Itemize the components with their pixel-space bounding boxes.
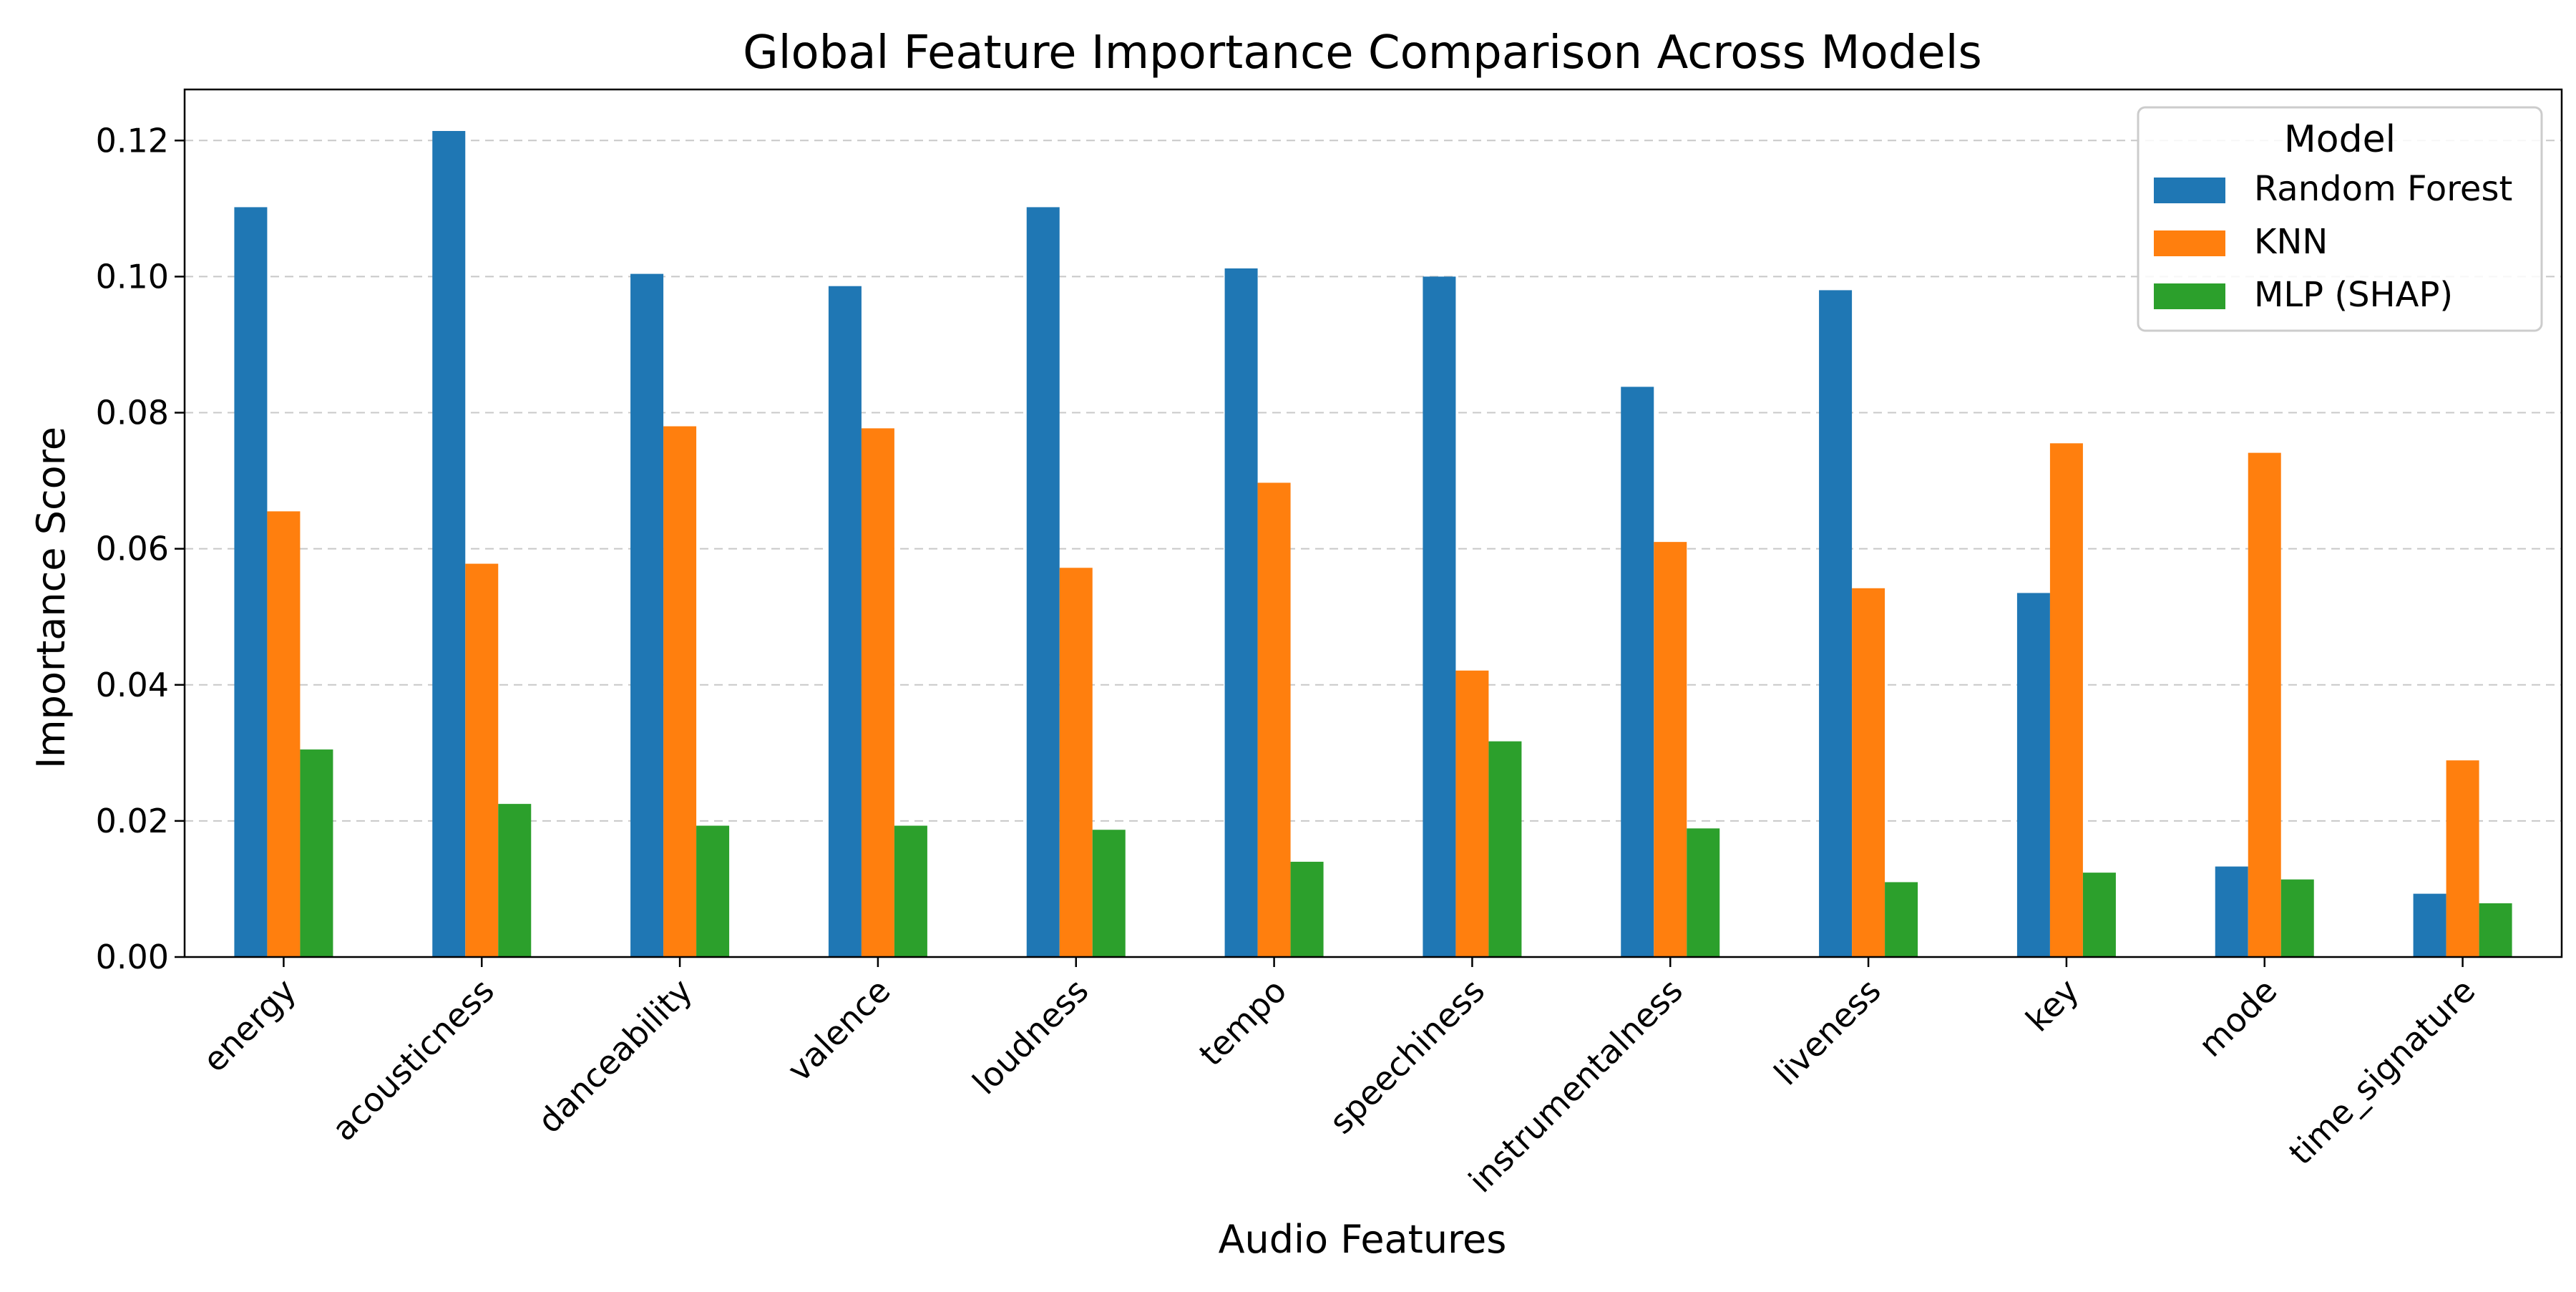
bar-knn-danceability xyxy=(663,426,697,957)
x-tick-label: loudness xyxy=(965,971,1096,1102)
bar-knn-liveness xyxy=(1852,588,1885,957)
x-tick-label: valence xyxy=(780,971,898,1089)
bar-mlp-shap-speechiness xyxy=(1488,741,1522,957)
bar-mlp-shap-time_signature xyxy=(2479,903,2512,957)
bar-random-forest-key xyxy=(2016,593,2050,957)
y-axis-label: Importance Score xyxy=(29,427,74,769)
bar-mlp-shap-liveness xyxy=(1885,882,1918,957)
bar-random-forest-loudness xyxy=(1026,207,1060,957)
legend-title: Model xyxy=(2284,118,2396,161)
bar-knn-energy xyxy=(267,511,301,957)
bar-mlp-shap-acousticness xyxy=(498,804,532,957)
chart-title: Global Feature Importance Comparison Acr… xyxy=(743,26,1982,79)
plot-frame xyxy=(183,88,2563,958)
x-tick-label: liveness xyxy=(1767,971,1888,1093)
y-tick-label: 0.02 xyxy=(96,802,169,840)
bar-mlp-shap-danceability xyxy=(696,825,730,957)
bar-knn-loudness xyxy=(1059,568,1093,957)
bar-knn-acousticness xyxy=(465,563,499,957)
y-tick-label: 0.00 xyxy=(96,938,169,976)
x-tick-label: energy xyxy=(195,971,304,1080)
y-tick-label: 0.04 xyxy=(96,666,169,704)
y-tick-label: 0.08 xyxy=(96,394,169,432)
x-tick-label: danceability xyxy=(530,971,700,1141)
bar-knn-time_signature xyxy=(2446,760,2479,957)
x-tick-label: key xyxy=(2019,971,2087,1039)
axes xyxy=(175,88,2563,967)
x-tick-label: instrumentalness xyxy=(1461,971,1690,1200)
x-axis-label: Audio Features xyxy=(1219,1217,1507,1262)
bar-mlp-shap-tempo xyxy=(1290,861,1324,957)
bar-random-forest-energy xyxy=(234,207,268,957)
bar-mlp-shap-instrumentalness xyxy=(1687,828,1720,957)
bar-random-forest-instrumentalness xyxy=(1621,387,1654,957)
y-tick-label: 0.12 xyxy=(96,121,169,160)
bar-mlp-shap-energy xyxy=(300,749,333,957)
legend-label: Random Forest xyxy=(2254,169,2512,209)
y-tick-label: 0.10 xyxy=(96,257,169,296)
bar-mlp-shap-loudness xyxy=(1092,830,1126,957)
x-tick-label: speechiness xyxy=(1322,971,1492,1142)
legend: Model Random Forest KNN MLP (SHAP) xyxy=(2137,106,2543,332)
bars xyxy=(234,130,2512,958)
x-tick-label: tempo xyxy=(1191,971,1294,1074)
bar-random-forest-time_signature xyxy=(2413,893,2446,957)
bar-knn-instrumentalness xyxy=(1654,542,1687,957)
legend-swatch xyxy=(2154,283,2225,309)
x-tick-label: time_signature xyxy=(2281,971,2482,1172)
bar-random-forest-danceability xyxy=(630,273,664,958)
bar-mlp-shap-mode xyxy=(2280,879,2314,957)
legend-label: KNN xyxy=(2254,222,2328,262)
y-tick-label: 0.06 xyxy=(96,530,169,568)
x-tick-label: acousticness xyxy=(324,971,502,1149)
bar-mlp-shap-key xyxy=(2082,873,2116,957)
bar-random-forest-liveness xyxy=(1819,290,1853,957)
legend-label: MLP (SHAP) xyxy=(2254,275,2453,315)
x-tick-label: mode xyxy=(2191,971,2284,1064)
bar-knn-valence xyxy=(861,428,894,957)
bar-knn-speechiness xyxy=(1455,670,1489,957)
bar-knn-mode xyxy=(2248,452,2281,957)
bar-knn-tempo xyxy=(1257,482,1291,957)
legend-frame xyxy=(2137,106,2543,332)
bar-random-forest-valence xyxy=(828,286,862,958)
bar-random-forest-acousticness xyxy=(432,130,466,958)
legend-swatch xyxy=(2154,230,2225,256)
legend-swatch xyxy=(2154,178,2225,203)
bar-random-forest-mode xyxy=(2215,866,2248,957)
bar-random-forest-tempo xyxy=(1224,268,1258,957)
bar-random-forest-speechiness xyxy=(1423,276,1456,958)
bar-knn-key xyxy=(2049,443,2083,957)
bar-mlp-shap-valence xyxy=(894,825,927,957)
